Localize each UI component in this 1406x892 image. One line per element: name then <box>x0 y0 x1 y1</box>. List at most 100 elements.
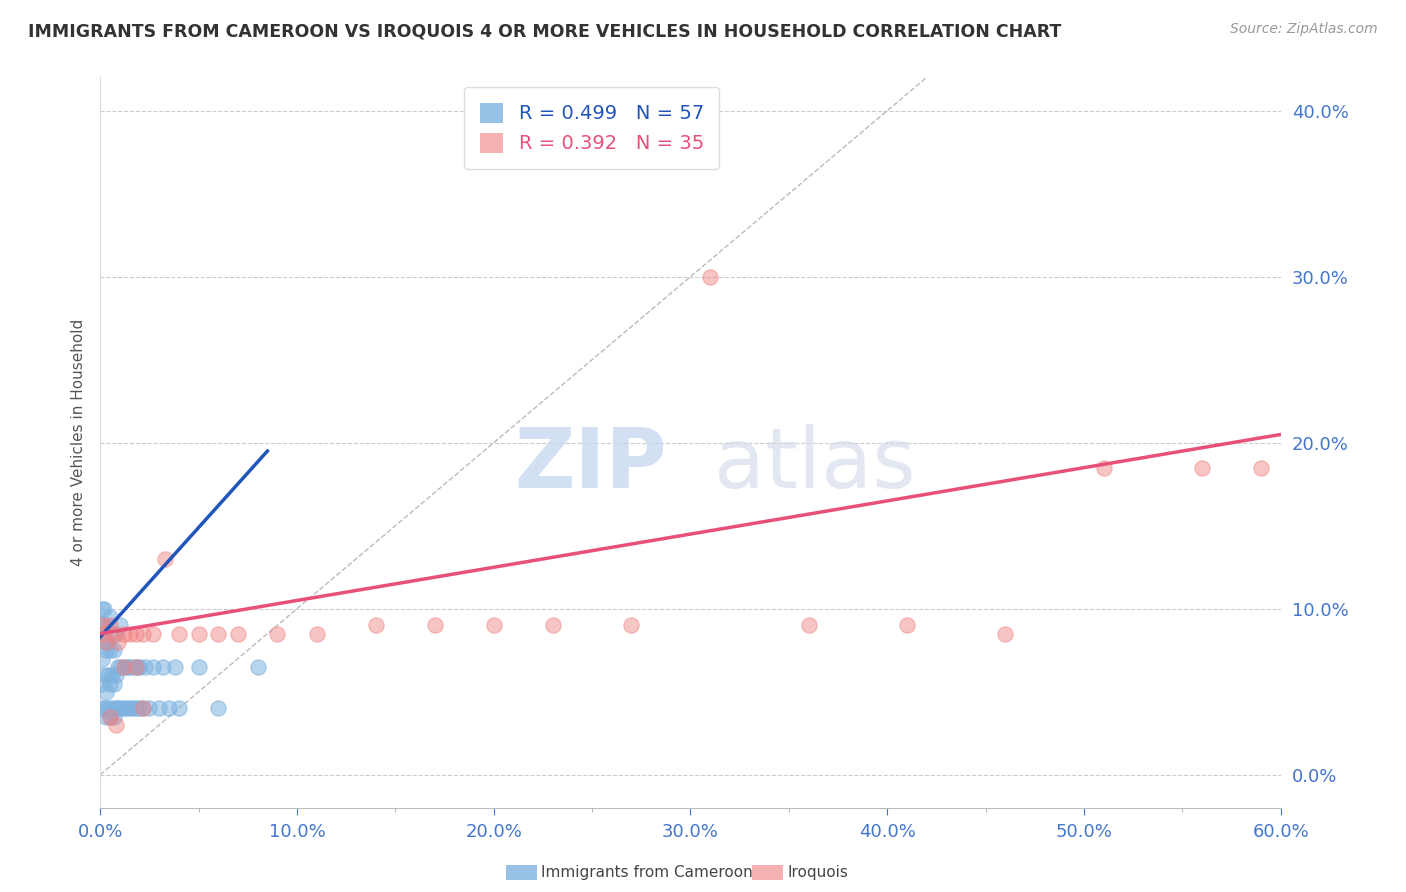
Point <box>163 660 186 674</box>
Point <box>482 618 505 632</box>
Point <box>266 626 288 640</box>
Point <box>91 651 114 665</box>
Point <box>1092 460 1115 475</box>
Text: atlas: atlas <box>714 425 915 505</box>
Point <box>797 618 820 632</box>
Point <box>93 626 115 640</box>
Point <box>101 701 124 715</box>
Point <box>896 618 918 632</box>
Point <box>104 718 127 732</box>
Point <box>167 701 190 715</box>
Point <box>93 701 115 715</box>
Point <box>103 643 125 657</box>
Point <box>699 269 721 284</box>
Point <box>112 660 135 674</box>
Point <box>103 676 125 690</box>
Point <box>364 618 387 632</box>
Point <box>128 701 150 715</box>
Point <box>94 685 117 699</box>
Point <box>207 626 229 640</box>
Point <box>91 676 114 690</box>
Point <box>104 626 127 640</box>
Point <box>124 626 146 640</box>
Point <box>157 701 180 715</box>
Text: Source: ZipAtlas.com: Source: ZipAtlas.com <box>1230 22 1378 37</box>
Point <box>107 701 129 715</box>
Point <box>114 701 136 715</box>
Point <box>108 618 131 632</box>
Point <box>152 660 174 674</box>
Point <box>305 626 328 640</box>
Point <box>423 618 446 632</box>
Point <box>98 610 121 624</box>
Point <box>98 643 121 657</box>
Point <box>132 626 155 640</box>
Point <box>541 618 564 632</box>
Legend: R = 0.499   N = 57, R = 0.392   N = 35: R = 0.499 N = 57, R = 0.392 N = 35 <box>464 87 720 169</box>
Point <box>93 668 115 682</box>
Point <box>103 709 125 723</box>
Y-axis label: 4 or more Vehicles in Household: 4 or more Vehicles in Household <box>72 319 86 566</box>
Point <box>97 668 120 682</box>
Point <box>94 643 117 657</box>
Point <box>994 626 1017 640</box>
Point <box>1250 460 1272 475</box>
Point <box>98 676 121 690</box>
Point <box>118 701 141 715</box>
Point <box>97 635 120 649</box>
Point <box>98 618 121 632</box>
Point <box>107 660 129 674</box>
Point <box>91 618 114 632</box>
Point <box>107 635 129 649</box>
Point <box>101 668 124 682</box>
Point <box>93 601 115 615</box>
Point <box>93 635 115 649</box>
Point <box>127 660 149 674</box>
Text: Iroquois: Iroquois <box>787 865 848 880</box>
Point <box>108 660 131 674</box>
Point <box>246 660 269 674</box>
Point <box>94 709 117 723</box>
Point <box>226 626 249 640</box>
Point <box>104 668 127 682</box>
Point <box>91 601 114 615</box>
Point <box>94 635 117 649</box>
Point <box>187 660 209 674</box>
Point <box>132 701 155 715</box>
Point <box>148 701 170 715</box>
Text: Immigrants from Cameroon: Immigrants from Cameroon <box>541 865 754 880</box>
Point <box>94 618 117 632</box>
Point <box>142 626 165 640</box>
Point <box>124 701 146 715</box>
Point <box>121 701 143 715</box>
Point <box>620 618 643 632</box>
Point <box>128 660 150 674</box>
Point <box>138 701 160 715</box>
Point <box>118 626 141 640</box>
Point <box>132 701 155 715</box>
Point <box>167 626 190 640</box>
Point <box>118 660 141 674</box>
Point <box>207 701 229 715</box>
Point <box>91 618 114 632</box>
Point <box>112 626 135 640</box>
Point <box>1191 460 1213 475</box>
Point <box>98 709 121 723</box>
Point <box>98 709 121 723</box>
Point <box>142 660 165 674</box>
Point <box>124 660 146 674</box>
Text: ZIP: ZIP <box>515 425 666 505</box>
Point <box>103 626 125 640</box>
Point <box>104 701 127 715</box>
Point <box>97 701 120 715</box>
Point <box>122 660 145 674</box>
Text: IMMIGRANTS FROM CAMEROON VS IROQUOIS 4 OR MORE VEHICLES IN HOUSEHOLD CORRELATION: IMMIGRANTS FROM CAMEROON VS IROQUOIS 4 O… <box>28 22 1062 40</box>
Point <box>134 660 156 674</box>
Point <box>153 552 176 566</box>
Point <box>112 701 135 715</box>
Point <box>91 701 114 715</box>
Point <box>108 701 131 715</box>
Point <box>187 626 209 640</box>
Point <box>117 660 139 674</box>
Point <box>112 660 135 674</box>
